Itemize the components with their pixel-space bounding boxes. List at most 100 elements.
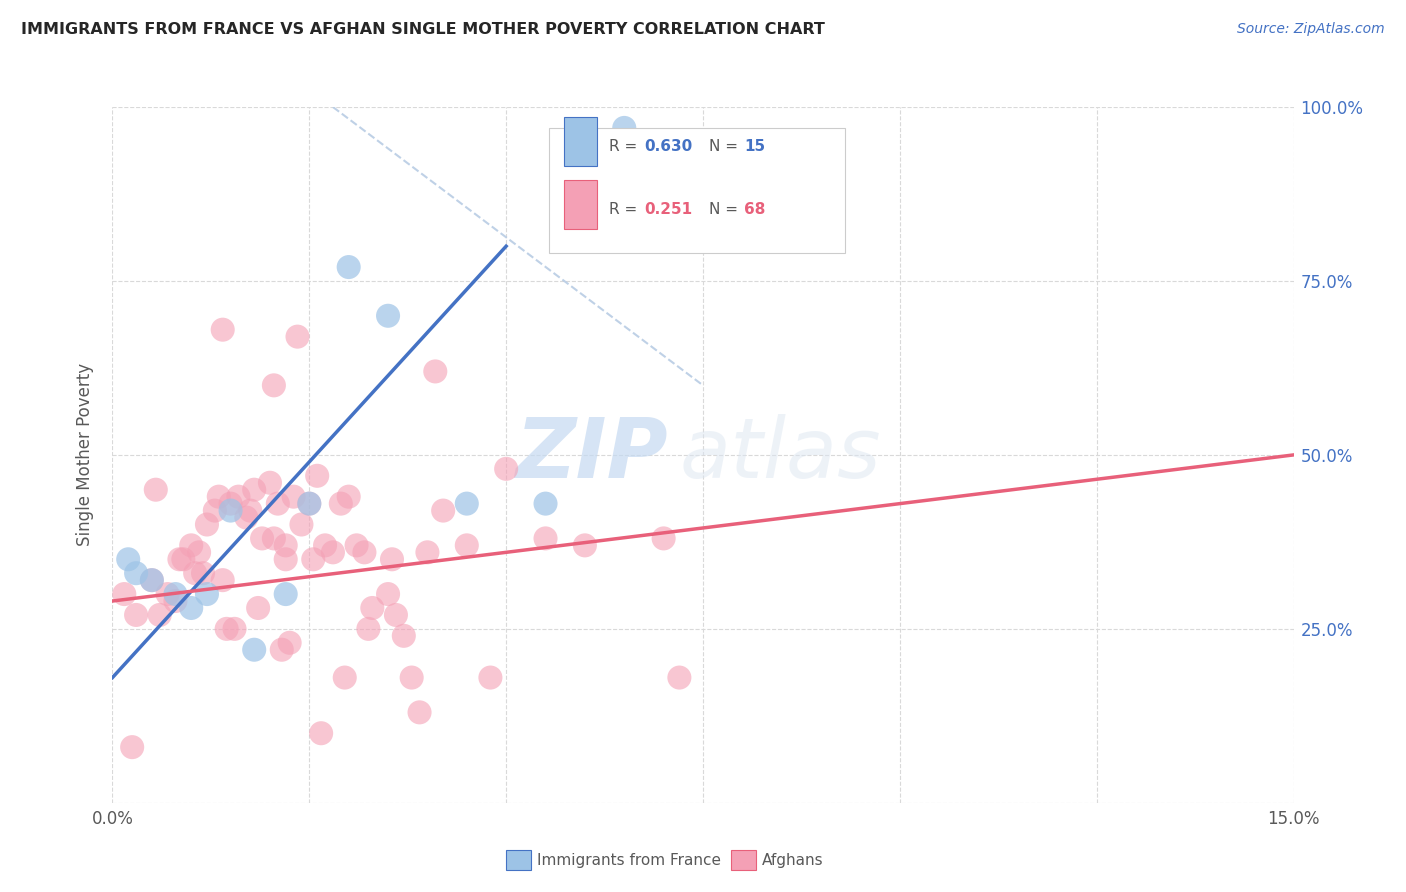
Point — [307, 468, 329, 483]
Point — [149, 607, 172, 622]
Point — [314, 538, 336, 552]
Text: R =: R = — [609, 139, 641, 154]
Point — [219, 497, 242, 511]
Point — [211, 323, 233, 337]
Text: IMMIGRANTS FROM FRANCE VS AFGHAN SINGLE MOTHER POVERTY CORRELATION CHART: IMMIGRANTS FROM FRANCE VS AFGHAN SINGLE … — [21, 22, 825, 37]
Text: N =: N = — [709, 139, 742, 154]
Point — [432, 503, 454, 517]
Point — [361, 601, 384, 615]
Point — [145, 483, 167, 497]
Point — [172, 552, 194, 566]
Text: ZIP: ZIP — [515, 415, 668, 495]
Point — [219, 503, 242, 517]
Point — [235, 510, 257, 524]
Point — [195, 517, 218, 532]
Y-axis label: Single Mother Poverty: Single Mother Poverty — [76, 363, 94, 547]
Point — [243, 483, 266, 497]
Point — [309, 726, 332, 740]
Point — [228, 490, 250, 504]
Point — [392, 629, 415, 643]
Polygon shape — [564, 118, 596, 166]
Point — [274, 587, 297, 601]
Point — [247, 601, 270, 615]
Polygon shape — [564, 180, 596, 229]
Text: 15: 15 — [744, 139, 765, 154]
Point — [267, 497, 290, 511]
Point — [425, 364, 447, 378]
Point — [215, 622, 238, 636]
Point — [117, 552, 139, 566]
Point — [381, 552, 404, 566]
Point — [574, 538, 596, 552]
Point — [125, 607, 148, 622]
Point — [385, 607, 408, 622]
Point — [329, 497, 352, 511]
Point — [141, 573, 163, 587]
Point — [188, 545, 211, 559]
Point — [495, 462, 517, 476]
Point — [243, 642, 266, 657]
Point — [353, 545, 375, 559]
Point — [456, 538, 478, 552]
Point — [377, 309, 399, 323]
Point — [283, 490, 305, 504]
Point — [302, 552, 325, 566]
Point — [239, 503, 262, 517]
Point — [184, 566, 207, 581]
Text: Afghans: Afghans — [762, 854, 824, 868]
Point — [263, 532, 285, 546]
Text: 0.630: 0.630 — [644, 139, 692, 154]
Point — [401, 671, 423, 685]
Point — [479, 671, 502, 685]
Point — [211, 573, 233, 587]
Point — [298, 497, 321, 511]
Point — [322, 545, 344, 559]
Point — [169, 552, 191, 566]
Point — [204, 503, 226, 517]
Point — [290, 517, 312, 532]
Text: R =: R = — [609, 202, 641, 217]
Point — [156, 587, 179, 601]
Point — [165, 594, 187, 608]
Point — [195, 587, 218, 601]
Point — [274, 538, 297, 552]
Point — [270, 642, 292, 657]
Point — [112, 587, 135, 601]
Point — [337, 490, 360, 504]
Point — [224, 622, 246, 636]
Point — [613, 120, 636, 135]
Text: Source: ZipAtlas.com: Source: ZipAtlas.com — [1237, 22, 1385, 37]
Point — [208, 490, 231, 504]
Point — [298, 497, 321, 511]
Text: N =: N = — [709, 202, 742, 217]
Point — [259, 475, 281, 490]
Point — [346, 538, 368, 552]
Point — [357, 622, 380, 636]
FancyBboxPatch shape — [550, 128, 845, 253]
Point — [652, 532, 675, 546]
Point — [278, 636, 301, 650]
Point — [668, 671, 690, 685]
Point — [456, 497, 478, 511]
Point — [534, 532, 557, 546]
Point — [377, 587, 399, 601]
Point — [191, 566, 214, 581]
Text: atlas: atlas — [679, 415, 882, 495]
Point — [416, 545, 439, 559]
Point — [180, 538, 202, 552]
Point — [534, 497, 557, 511]
Text: 0.251: 0.251 — [644, 202, 692, 217]
Point — [287, 329, 309, 343]
Point — [125, 566, 148, 581]
Point — [141, 573, 163, 587]
Point — [408, 706, 430, 720]
Text: Immigrants from France: Immigrants from France — [537, 854, 721, 868]
Text: 68: 68 — [744, 202, 766, 217]
Point — [121, 740, 143, 755]
Point — [337, 260, 360, 274]
Point — [250, 532, 273, 546]
Point — [180, 601, 202, 615]
Point — [165, 587, 187, 601]
Point — [274, 552, 297, 566]
Point — [263, 378, 285, 392]
